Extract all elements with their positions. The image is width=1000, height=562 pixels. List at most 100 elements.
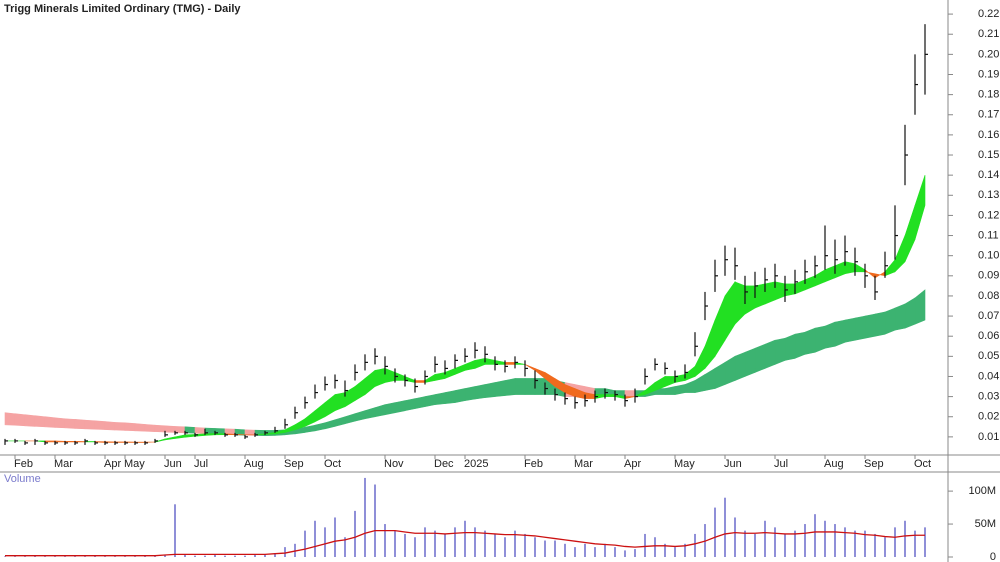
volume-bar (234, 555, 236, 557)
long-ma-band (864, 313, 876, 339)
short-ma-band (204, 433, 216, 436)
volume-bar (914, 530, 916, 557)
x-tick-label: Oct (914, 458, 931, 470)
volume-bar (304, 530, 306, 557)
volume-bar (74, 556, 76, 557)
volume-bar (284, 547, 286, 557)
volume-bar (404, 533, 406, 557)
long-ma-band (94, 420, 106, 430)
volume-bar (134, 556, 136, 557)
long-ma-band (524, 378, 536, 395)
long-ma-band (624, 390, 636, 397)
long-ma-band (34, 415, 46, 428)
volume-bar (424, 527, 426, 557)
long-ma-band (484, 382, 496, 398)
long-ma-band (814, 325, 826, 353)
y-tick-label: 0.04 (978, 370, 999, 382)
long-ma-band (884, 307, 896, 335)
volume-bar (684, 543, 686, 557)
x-tick-label: Sep (284, 458, 304, 470)
long-ma-band (784, 333, 796, 361)
volume-bar (444, 533, 446, 557)
volume-bar (844, 527, 846, 557)
short-ma-band (754, 283, 766, 309)
long-ma-band (434, 392, 446, 405)
short-ma-band (54, 440, 66, 443)
long-ma-band (174, 426, 186, 434)
y-tick-label: 0.13 (978, 189, 999, 201)
long-ma-band (194, 427, 206, 434)
volume-bar (334, 517, 336, 557)
long-ma-band (794, 331, 806, 359)
volume-bar (594, 547, 596, 557)
volume-bar (374, 484, 376, 557)
volume-bar (744, 530, 746, 557)
volume-bar (544, 540, 546, 557)
volume-bar (834, 524, 836, 557)
long-ma-band (104, 421, 116, 431)
volume-bar (674, 547, 676, 557)
volume-bar (714, 507, 716, 557)
short-ma-band (74, 440, 86, 443)
long-ma-band (494, 380, 506, 397)
long-ma-band (154, 424, 166, 433)
long-ma-band (804, 327, 816, 355)
volume-bar (264, 554, 266, 557)
y-tick-label: 0.02 (978, 411, 999, 423)
long-ma-band (774, 337, 786, 365)
volume-bar (24, 556, 26, 557)
y-tick-label: 0 (990, 551, 996, 562)
short-ma-band (44, 440, 56, 443)
long-ma-band (834, 319, 846, 347)
volume-bar (344, 537, 346, 557)
volume-bar (854, 530, 856, 557)
y-tick-label: 50M (975, 518, 996, 530)
volume-bar (364, 477, 366, 557)
volume-bar (414, 537, 416, 557)
volume-bar (764, 520, 766, 557)
volume-bar (94, 555, 96, 557)
short-ma-band (604, 394, 616, 397)
x-tick-label: Jun (724, 458, 742, 470)
short-ma-band (844, 261, 856, 275)
long-ma-band (414, 396, 426, 410)
long-ma-band (44, 416, 56, 428)
volume-bar (384, 524, 386, 557)
volume-bar (84, 556, 86, 557)
volume-bar (504, 537, 506, 557)
y-tick-label: 0.11 (978, 229, 999, 241)
volume-bar (394, 530, 396, 557)
volume-bar (524, 533, 526, 557)
volume-bar (244, 555, 246, 557)
volume-bar (784, 533, 786, 557)
y-tick-label: 0.22 (978, 8, 999, 20)
long-ma-band (144, 424, 156, 432)
volume-bar (474, 527, 476, 557)
y-tick-label: 0.14 (978, 169, 999, 181)
volume-bar (894, 527, 896, 557)
x-tick-label: Aug (244, 458, 264, 470)
volume-bar (214, 555, 216, 557)
long-ma-band (24, 414, 36, 427)
volume-bar (494, 533, 496, 557)
x-tick-label: Apr (104, 458, 121, 470)
volume-ma-line (5, 529, 925, 557)
y-tick-label: 0.05 (978, 350, 999, 362)
volume-bar (164, 555, 166, 557)
x-tick-label: Apr (624, 458, 641, 470)
volume-bar (514, 530, 516, 557)
y-tick-label: 0.18 (978, 89, 999, 101)
volume-bar (654, 537, 656, 557)
y-tick-label: 0.15 (978, 149, 999, 161)
long-ma-band (64, 418, 76, 429)
x-tick-label: Aug (824, 458, 844, 470)
volume-bar (904, 520, 906, 557)
x-tick-label: Jul (194, 458, 208, 470)
volume-bar (804, 524, 806, 557)
volume-bar (724, 497, 726, 557)
y-tick-label: 0.20 (978, 48, 999, 60)
volume-bar (614, 547, 616, 557)
volume-bar (924, 527, 926, 557)
long-ma-band (134, 423, 146, 432)
volume-bar (124, 556, 126, 557)
